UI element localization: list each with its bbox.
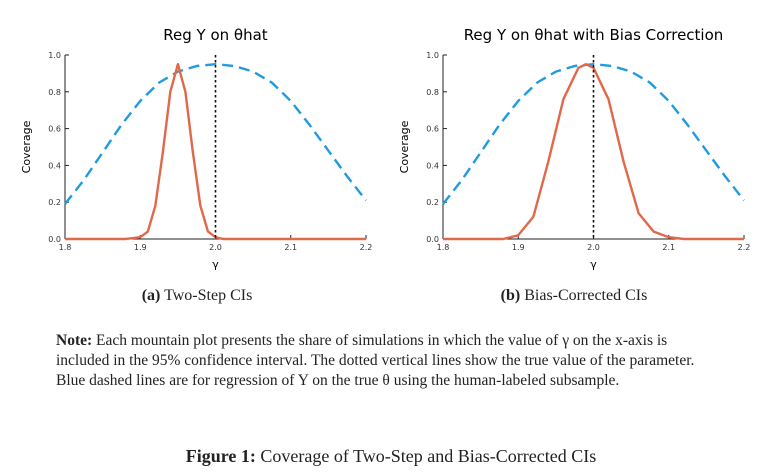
figure-note: Note: Each mountain plot presents the sh… (56, 331, 716, 391)
chart-b-y-tick-label: 1.0 (426, 51, 439, 60)
subcaption-b: (b) Bias-Corrected CIs (424, 287, 724, 305)
note-text: Each mountain plot presents the share of… (56, 332, 695, 389)
chart-a-y-axis-label: Coverage (20, 120, 33, 173)
chart-b-x-axis-label: γ (590, 258, 597, 271)
chart-a-x-tick-label: 1.9 (134, 243, 147, 252)
chart-a-y-tick-label: 1.0 (48, 51, 61, 60)
chart-a-y-tick-label: 0.0 (48, 235, 61, 244)
chart-b-x-tick-label: 2.0 (587, 243, 600, 252)
chart-b-x-tick-label: 1.8 (437, 243, 450, 252)
figure-caption-text: Coverage of Two-Step and Bias-Corrected … (260, 446, 597, 466)
chart-b-series-solid-line (443, 63, 744, 241)
chart-a-x-tick-label: 2.1 (284, 243, 297, 252)
subcaption-a-label: (a) (141, 287, 161, 304)
subcaption-b-text: Bias-Corrected CIs (524, 287, 648, 304)
chart-two-step-svg: Reg Y on θhat 0.0 0.2 0.4 0.6 0.8 1.0 1.8 1.9 2.0… (20, 26, 373, 271)
chart-a-y-tick-label: 0.4 (48, 161, 61, 170)
figure-caption: Figure 1: Coverage of Two-Step and Bias-… (0, 446, 782, 467)
chart-a-x-axis-label: γ (212, 258, 219, 271)
subcaption-b-label: (b) (500, 287, 521, 304)
chart-a-y-tick-label: 0.6 (48, 125, 61, 134)
chart-b-y-tick-label: 0.8 (426, 88, 439, 97)
chart-a-x-tick-label: 1.8 (59, 243, 72, 252)
chart-a-x-tick-label: 2.2 (360, 243, 373, 252)
figure-caption-label: Figure 1: (185, 446, 256, 466)
chart-a-x-tick-label: 2.0 (209, 243, 222, 252)
chart-b-y-tick-label: 0.4 (426, 161, 439, 170)
chart-b-y-axis-label: Coverage (398, 120, 411, 173)
chart-a-y-tick-label: 0.8 (48, 88, 61, 97)
chart-a-y-tick-label: 0.2 (48, 198, 61, 207)
subcaption-a: (a) Two-Step CIs (47, 287, 347, 305)
chart-b-y-tick-label: 0.6 (426, 125, 439, 134)
chart-a-series-dashed-line (64, 63, 367, 205)
chart-a-title: Reg Y on θhat (163, 26, 268, 44)
chart-a-series-solid-line (65, 63, 366, 241)
chart-b-y-tick-label: 0.2 (426, 198, 439, 207)
chart-bias-corrected: Reg Y on θhat with Bias Correction 0.0 0.2… (378, 0, 756, 287)
chart-bias-corrected-svg: Reg Y on θhat with Bias Correction 0.0 0.2… (398, 26, 751, 271)
chart-b-x-tick-label: 2.2 (738, 243, 751, 252)
subcaption-a-text: Two-Step CIs (164, 287, 253, 304)
chart-b-title: Reg Y on θhat with Bias Correction (464, 26, 724, 44)
chart-b-series-dashed-line (442, 63, 745, 205)
note-label: Note: (56, 332, 93, 349)
chart-b-x-tick-label: 2.1 (662, 243, 675, 252)
chart-b-y-tick-label: 0.0 (426, 235, 439, 244)
chart-b-x-tick-label: 1.9 (512, 243, 525, 252)
chart-two-step: Reg Y on θhat 0.0 0.2 0.4 0.6 0.8 1.0 1.8 1.9 2.0… (0, 0, 378, 287)
